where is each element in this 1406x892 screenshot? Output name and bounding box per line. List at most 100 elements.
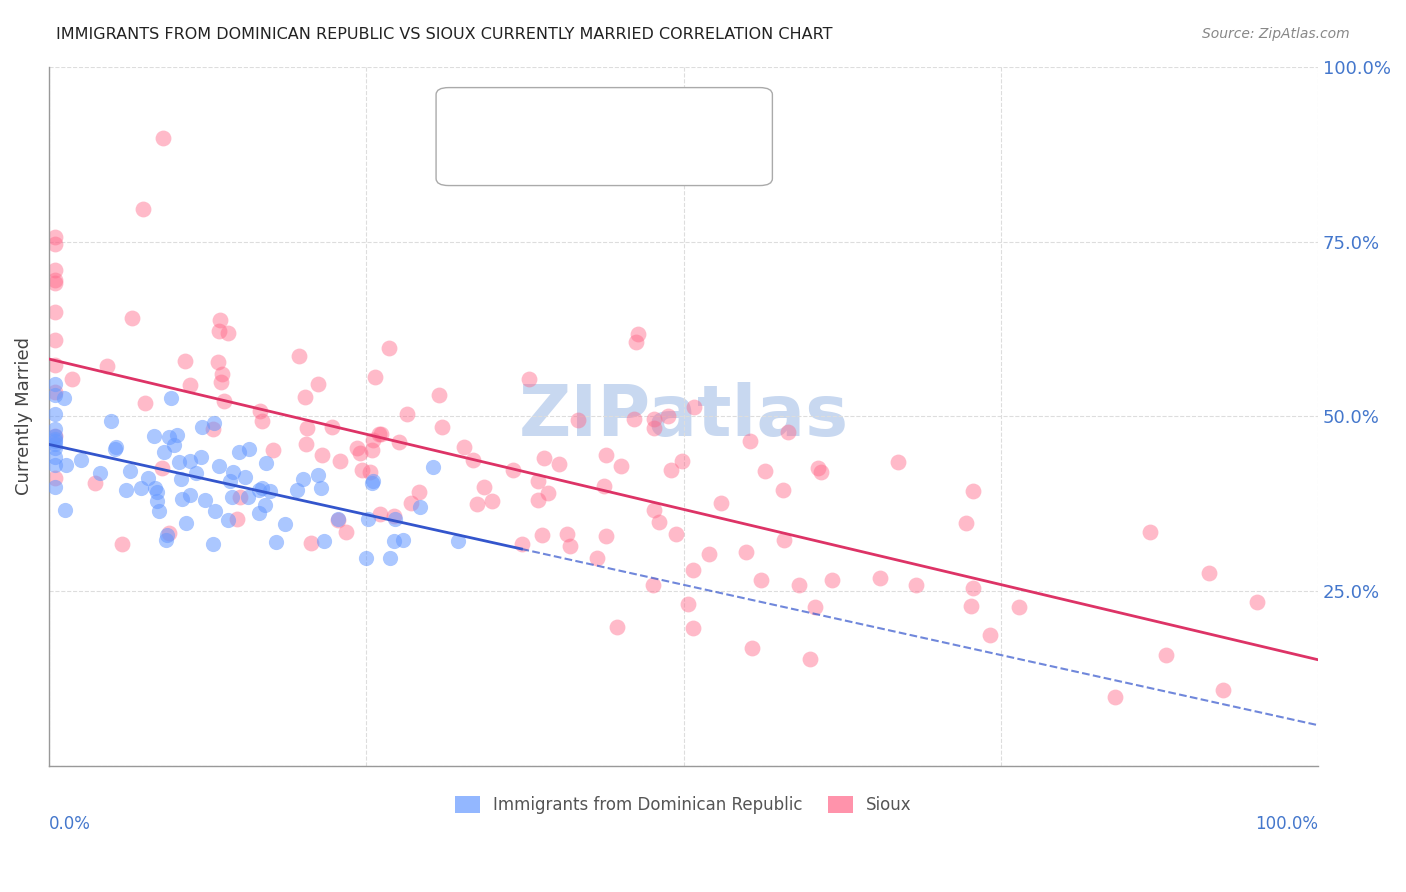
Sioux bbox=[682, 400, 704, 414]
Immigrants from Dominican Republic bbox=[259, 483, 281, 498]
Sioux bbox=[627, 327, 650, 342]
Legend: Immigrants from Dominican Republic, Sioux: Immigrants from Dominican Republic, Siou… bbox=[449, 789, 918, 821]
Sioux bbox=[738, 434, 761, 448]
Immigrants from Dominican Republic bbox=[44, 388, 66, 402]
Sioux bbox=[179, 378, 201, 392]
Sioux bbox=[682, 563, 704, 577]
Immigrants from Dominican Republic bbox=[238, 442, 260, 456]
Immigrants from Dominican Republic bbox=[285, 483, 308, 497]
Immigrants from Dominican Republic bbox=[208, 458, 231, 473]
Sioux bbox=[208, 313, 231, 327]
Sioux bbox=[430, 420, 453, 434]
Sioux bbox=[370, 508, 392, 522]
Immigrants from Dominican Republic bbox=[382, 534, 405, 549]
Sioux bbox=[44, 276, 66, 290]
Immigrants from Dominican Republic bbox=[53, 503, 76, 517]
Sioux bbox=[787, 578, 810, 592]
Sioux bbox=[382, 508, 405, 523]
Sioux bbox=[643, 421, 665, 435]
Sioux bbox=[370, 426, 392, 441]
Immigrants from Dominican Republic bbox=[148, 504, 170, 518]
Sioux bbox=[226, 512, 249, 526]
Immigrants from Dominican Republic bbox=[201, 536, 224, 550]
Sioux bbox=[1212, 683, 1234, 698]
Immigrants from Dominican Republic bbox=[44, 481, 66, 495]
Immigrants from Dominican Republic bbox=[152, 445, 174, 459]
Sioux bbox=[467, 497, 489, 511]
Immigrants from Dominican Republic bbox=[44, 422, 66, 436]
Sioux bbox=[510, 537, 533, 551]
Immigrants from Dominican Republic bbox=[44, 432, 66, 446]
Immigrants from Dominican Republic bbox=[221, 465, 243, 479]
Sioux bbox=[709, 496, 731, 510]
Sioux bbox=[778, 425, 800, 439]
Sioux bbox=[647, 515, 669, 529]
Sioux bbox=[772, 533, 794, 548]
Immigrants from Dominican Republic bbox=[264, 535, 287, 549]
Sioux bbox=[643, 578, 665, 592]
Sioux bbox=[960, 599, 983, 614]
Sioux bbox=[212, 393, 235, 408]
Immigrants from Dominican Republic bbox=[44, 429, 66, 443]
Sioux bbox=[388, 435, 411, 450]
Immigrants from Dominican Republic bbox=[44, 450, 66, 464]
Sioux bbox=[346, 442, 368, 456]
Sioux bbox=[869, 571, 891, 585]
Immigrants from Dominican Republic bbox=[307, 467, 329, 482]
Immigrants from Dominican Republic bbox=[118, 464, 141, 478]
Immigrants from Dominican Republic bbox=[190, 450, 212, 464]
Immigrants from Dominican Republic bbox=[204, 504, 226, 518]
Sioux bbox=[593, 479, 616, 493]
Sioux bbox=[643, 411, 665, 425]
Sioux bbox=[250, 414, 273, 428]
Immigrants from Dominican Republic bbox=[136, 471, 159, 485]
Sioux bbox=[807, 461, 830, 475]
Sioux bbox=[527, 493, 550, 508]
Immigrants from Dominican Republic bbox=[44, 434, 66, 448]
Sioux bbox=[399, 496, 422, 510]
Sioux bbox=[229, 490, 252, 504]
Sioux bbox=[395, 408, 418, 422]
Immigrants from Dominican Republic bbox=[194, 493, 217, 508]
Immigrants from Dominican Republic bbox=[89, 466, 111, 480]
Immigrants from Dominican Republic bbox=[236, 490, 259, 504]
Sioux bbox=[60, 372, 83, 386]
Sioux bbox=[96, 359, 118, 373]
Immigrants from Dominican Republic bbox=[146, 484, 169, 499]
Sioux bbox=[517, 372, 540, 386]
Immigrants from Dominican Republic bbox=[326, 512, 349, 526]
Sioux bbox=[321, 419, 343, 434]
Immigrants from Dominican Republic bbox=[221, 490, 243, 504]
Sioux bbox=[408, 485, 430, 500]
Immigrants from Dominican Republic bbox=[131, 481, 153, 495]
Immigrants from Dominican Republic bbox=[170, 492, 193, 507]
Immigrants from Dominican Republic bbox=[202, 416, 225, 430]
Immigrants from Dominican Republic bbox=[104, 442, 127, 457]
Immigrants from Dominican Republic bbox=[274, 517, 297, 532]
Immigrants from Dominican Republic bbox=[217, 513, 239, 527]
Immigrants from Dominican Republic bbox=[247, 506, 270, 520]
Sioux bbox=[211, 368, 233, 382]
Immigrants from Dominican Republic bbox=[312, 533, 335, 548]
Immigrants from Dominican Republic bbox=[233, 469, 256, 483]
Immigrants from Dominican Republic bbox=[354, 551, 377, 566]
Sioux bbox=[955, 516, 977, 530]
Sioux bbox=[173, 354, 195, 368]
Y-axis label: Currently Married: Currently Married bbox=[15, 337, 32, 495]
Immigrants from Dominican Republic bbox=[44, 458, 66, 472]
Sioux bbox=[624, 334, 647, 349]
Text: 100.0%: 100.0% bbox=[1256, 815, 1319, 833]
Sioux bbox=[361, 433, 384, 447]
Sioux bbox=[208, 324, 231, 338]
Sioux bbox=[821, 573, 844, 587]
Sioux bbox=[676, 597, 699, 611]
Sioux bbox=[152, 131, 174, 145]
Sioux bbox=[606, 620, 628, 634]
Sioux bbox=[533, 451, 555, 466]
Sioux bbox=[586, 551, 609, 566]
Sioux bbox=[427, 388, 450, 402]
Sioux bbox=[307, 377, 329, 392]
Sioux bbox=[311, 448, 333, 462]
Immigrants from Dominican Republic bbox=[392, 533, 415, 547]
Sioux bbox=[595, 449, 617, 463]
